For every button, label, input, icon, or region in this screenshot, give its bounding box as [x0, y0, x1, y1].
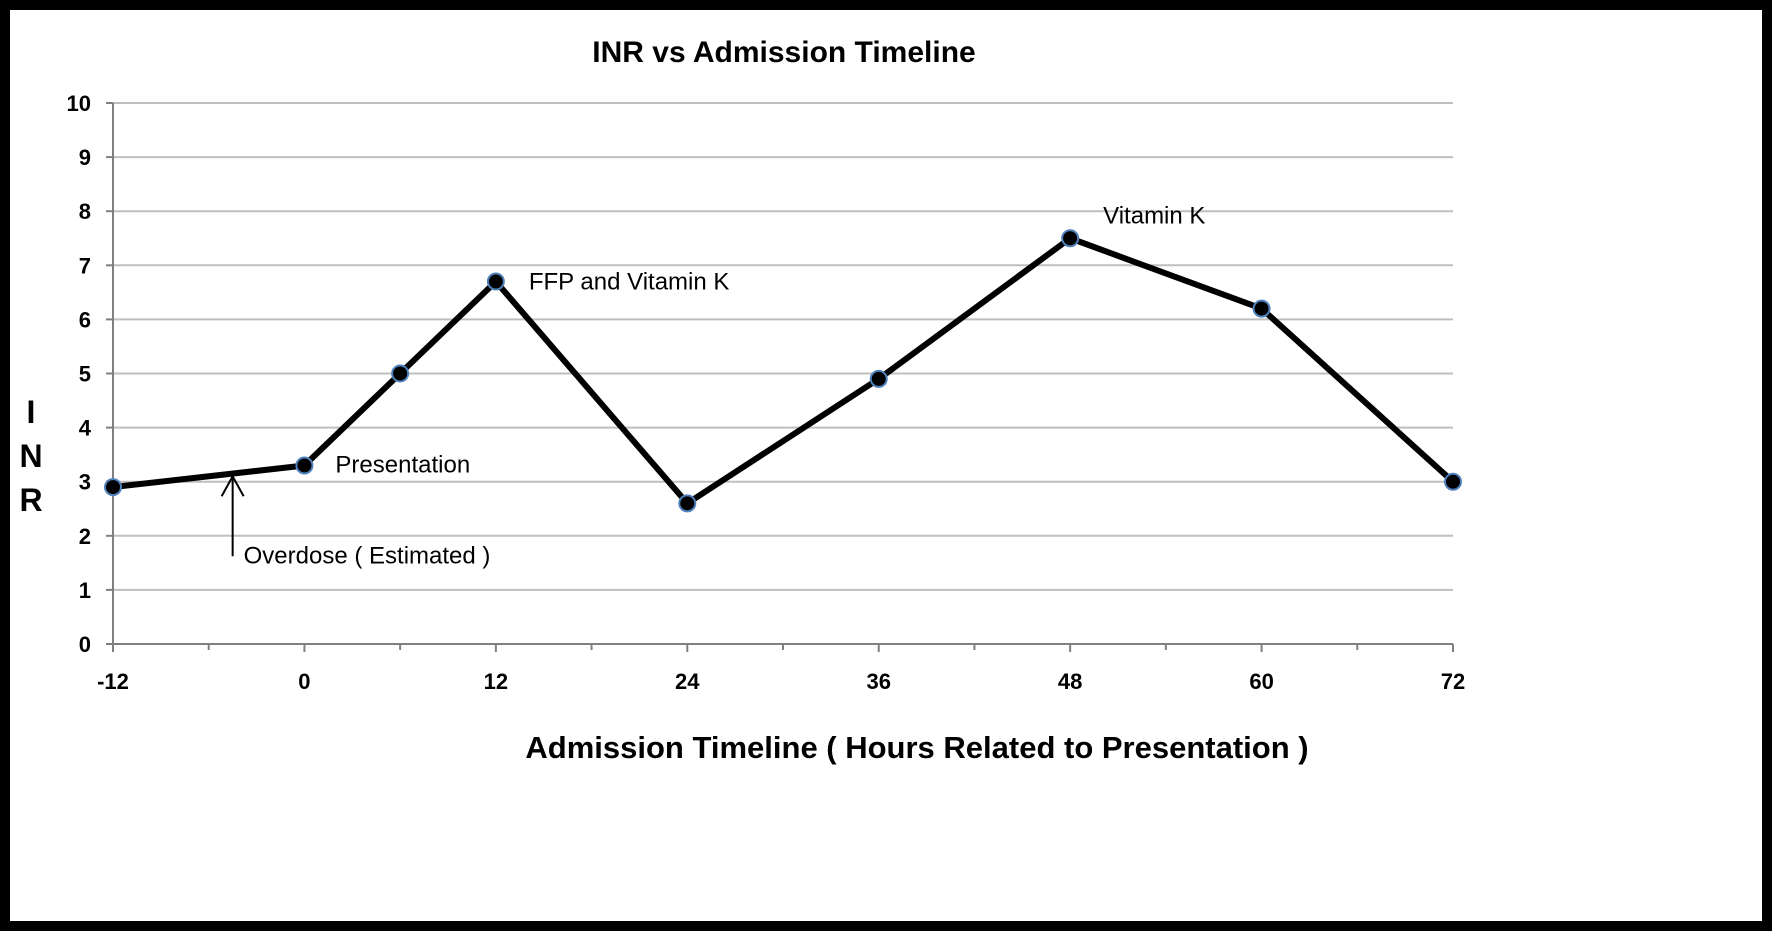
- chart-frame: INR vs Admission Timeline 0 1 2 3 4 5 6 7 8 9 10 -…: [10, 10, 1762, 921]
- x-tick-label: 24: [675, 669, 700, 694]
- data-point: [869, 369, 888, 388]
- y-tick-label: 7: [79, 253, 91, 278]
- y-tick-label: 4: [79, 416, 92, 441]
- data-point: [486, 272, 505, 291]
- series-line: [112, 235, 1456, 507]
- y-tick-labels: 0 1 2 3 4 5 6 7 8 9 10: [67, 91, 92, 657]
- annotation-arrow-head: [220, 474, 245, 497]
- data-point: [1252, 299, 1271, 318]
- data-point: [391, 364, 410, 383]
- data-point: [295, 456, 314, 475]
- y-axis-title-letter: I: [27, 394, 36, 430]
- y-tick-label: 5: [79, 362, 91, 387]
- y-tick-label: 1: [79, 578, 91, 603]
- y-tick-label: 6: [79, 307, 91, 332]
- data-point: [678, 494, 697, 513]
- y-axis-title: INR: [19, 394, 42, 518]
- annotations: Presentation FFP and Vitamin K Vitamin K Ov…: [220, 202, 1205, 569]
- x-axis-title: Admission Timeline ( Hours Related to Pr…: [525, 730, 1308, 765]
- x-tick-label: 36: [866, 669, 890, 694]
- annotation-label: Overdose ( Estimated ): [244, 542, 491, 569]
- y-tick-label: 2: [79, 524, 91, 549]
- y-tick-label: 8: [79, 199, 91, 224]
- chart-title: INR vs Admission Timeline: [592, 36, 975, 69]
- series-line-inr: [112, 235, 1456, 507]
- x-tick-labels: -12 0 12 24 36 48 60 72: [97, 669, 1465, 694]
- data-markers: [104, 229, 1462, 513]
- y-axis-title-letter: N: [19, 438, 42, 474]
- x-tick-label: 12: [484, 669, 508, 694]
- data-point: [104, 478, 122, 497]
- annotation-label: Vitamin K: [1103, 202, 1205, 229]
- x-tick-label: 60: [1249, 669, 1273, 694]
- y-tick-label: 10: [67, 91, 91, 116]
- x-tick-label: -12: [97, 669, 129, 694]
- x-tick-label: 0: [298, 669, 310, 694]
- data-point: [1061, 229, 1080, 248]
- annotation-label: Presentation: [335, 451, 470, 478]
- data-point: [1444, 472, 1462, 491]
- y-axis-title-letter: R: [19, 482, 42, 518]
- annotation-label: FFP and Vitamin K: [529, 269, 730, 296]
- x-tick-label: 72: [1441, 669, 1465, 694]
- x-tick-label: 48: [1058, 669, 1082, 694]
- y-tick-label: 3: [79, 470, 91, 495]
- axes: [106, 102, 1454, 652]
- y-tick-label: 9: [79, 145, 91, 170]
- y-tick-label: 0: [79, 632, 91, 657]
- grid-lines: [113, 102, 1453, 591]
